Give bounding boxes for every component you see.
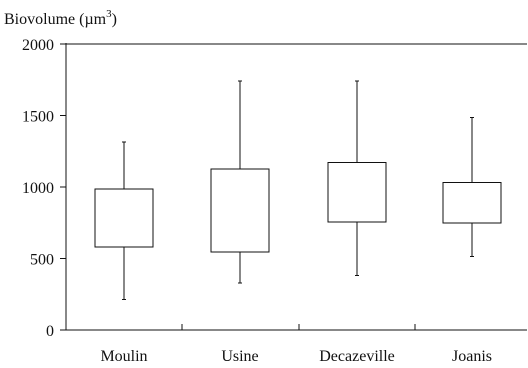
y-ticks: 0 500 1000 1500 2000 (22, 37, 66, 340)
x-tick-label: Decazeville (319, 348, 395, 365)
y-tick-label: 1000 (22, 180, 54, 197)
box-moulin (94, 141, 154, 300)
box-decazeville (327, 80, 387, 277)
y-tick-label: 2000 (22, 37, 54, 54)
y-tick-label: 1500 (22, 109, 54, 126)
box-joanis (442, 117, 502, 257)
y-axis-label-close: ) (112, 11, 117, 28)
y-tick-label: 500 (30, 252, 54, 269)
boxes (94, 80, 502, 300)
y-tick-label: 0 (46, 323, 54, 340)
x-ticks: Moulin Usine Decazeville Joanis (100, 324, 492, 365)
x-tick-label: Joanis (452, 348, 492, 365)
y-axis-label-text: Biovolume (µm (4, 11, 107, 28)
iqr-box (442, 182, 502, 224)
x-tick-label: Moulin (100, 348, 147, 365)
box-usine (210, 80, 270, 284)
y-axis-label: Biovolume (µm3) (4, 8, 117, 28)
x-tick-label: Usine (221, 348, 258, 365)
iqr-box (327, 162, 387, 223)
iqr-box (210, 168, 270, 253)
y-axis-label-superscript: 3 (106, 8, 112, 20)
iqr-box (94, 188, 154, 248)
